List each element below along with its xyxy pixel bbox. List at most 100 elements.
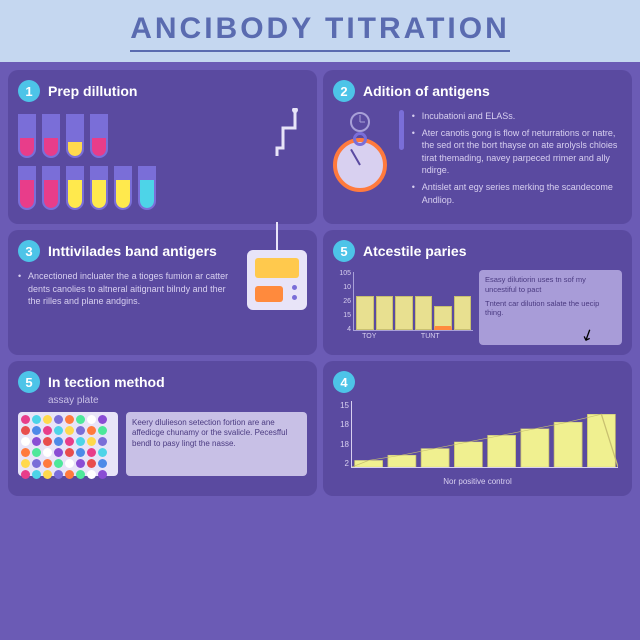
plate-well xyxy=(43,470,52,479)
test-tubes-row2 xyxy=(18,162,307,214)
bullet-item: Incubationi and ELASs. xyxy=(412,110,622,123)
plate-well xyxy=(54,459,63,468)
plate-well xyxy=(65,470,74,479)
chart-bar xyxy=(434,306,452,330)
panel-title: In tection method xyxy=(48,374,165,390)
plate-well xyxy=(21,426,30,435)
plate-well xyxy=(32,415,41,424)
detection-text-box: Keery dlulieson setection fortion are an… xyxy=(126,412,307,476)
panel-title: Adition of antigens xyxy=(363,83,490,99)
plate-well xyxy=(76,448,85,457)
plate-well xyxy=(32,437,41,446)
panel-subtitle: assay plate xyxy=(48,395,307,406)
test-tube xyxy=(90,166,108,210)
plate-well xyxy=(98,415,107,424)
plate-well xyxy=(54,426,63,435)
panel-atcestile-paries: 5 Atcestile paries 1051026154 TOYTUNT Es… xyxy=(323,230,632,355)
plate-well xyxy=(76,470,85,479)
step-badge: 5 xyxy=(333,240,355,262)
plate-well xyxy=(32,448,41,457)
plate-well xyxy=(21,459,30,468)
plate-well xyxy=(21,448,30,457)
plate-well xyxy=(43,448,52,457)
plate-well xyxy=(87,459,96,468)
test-tube xyxy=(42,166,60,210)
plate-well xyxy=(21,470,30,479)
plate-well xyxy=(54,415,63,424)
panel-title: Inttivilades band antigers xyxy=(48,243,217,259)
assay-plate-icon xyxy=(18,412,118,476)
test-tube xyxy=(18,166,36,210)
plate-well xyxy=(87,448,96,457)
panel-curve: 4 1518182 Nor positive control xyxy=(323,361,632,496)
chart-bar xyxy=(454,296,472,330)
plate-well xyxy=(87,415,96,424)
plate-well xyxy=(87,437,96,446)
plate-well xyxy=(43,459,52,468)
step-badge: 3 xyxy=(18,240,40,262)
plate-well xyxy=(76,426,85,435)
bullet-item: Antislet ant egy series merking the scan… xyxy=(412,181,622,206)
test-tube xyxy=(114,166,132,210)
chart-bar xyxy=(395,296,413,330)
header: AnciBody Titration xyxy=(0,0,640,62)
plate-well xyxy=(98,437,107,446)
plate-well xyxy=(21,415,30,424)
plate-well xyxy=(98,470,107,479)
bullet-item: Ancectioned incluater the a tioges fumio… xyxy=(18,270,237,308)
step-badge: 4 xyxy=(333,371,355,393)
chart-bar xyxy=(356,296,374,330)
plate-well xyxy=(76,437,85,446)
reader-device-icon xyxy=(399,110,404,150)
panel-band-antigers: 3 Inttivilades band antigers Ancectioned… xyxy=(8,230,317,355)
step-badge: 2 xyxy=(333,80,355,102)
test-tube xyxy=(42,114,60,158)
plate-well xyxy=(65,448,74,457)
step-badge: 1 xyxy=(18,80,40,102)
chart-bar xyxy=(415,296,433,330)
page-title: AnciBody Titration xyxy=(0,12,640,46)
small-clock-icon xyxy=(350,112,370,132)
chart-bar xyxy=(376,296,394,330)
plate-well xyxy=(98,426,107,435)
response-curve-chart: 1518182 Nor positive control xyxy=(333,401,622,486)
test-tube xyxy=(138,166,156,210)
plate-well xyxy=(21,437,30,446)
plate-well xyxy=(98,459,107,468)
band-bullets: Ancectioned incluater the a tioges fumio… xyxy=(18,270,237,312)
panel-grid: 1 Prep dillution 2 Adition of antigens I… xyxy=(0,62,640,504)
plate-well xyxy=(87,470,96,479)
test-tube xyxy=(66,114,84,158)
analyzer-device-icon xyxy=(247,250,307,310)
plate-well xyxy=(54,470,63,479)
timer-graphic xyxy=(333,110,387,192)
step-badge: 5 xyxy=(18,371,40,393)
panel-detection-method: 5 In tection method assay plate Keery dl… xyxy=(8,361,317,496)
panel-title: Prep dillution xyxy=(48,83,137,99)
pipette-icon xyxy=(265,108,305,158)
plate-well xyxy=(43,415,52,424)
test-tube xyxy=(18,114,36,158)
stopwatch-icon xyxy=(333,138,387,192)
plate-well xyxy=(65,426,74,435)
plate-well xyxy=(32,459,41,468)
panel-prep-dilution: 1 Prep dillution xyxy=(8,70,317,224)
test-tube xyxy=(66,166,84,210)
panel-title: Atcestile paries xyxy=(363,243,467,259)
plate-well xyxy=(54,437,63,446)
plate-well xyxy=(65,437,74,446)
plate-well xyxy=(43,426,52,435)
plate-well xyxy=(87,426,96,435)
chart-annotation: Esasy dilutiorin uses tn sof my uncestif… xyxy=(479,270,622,345)
plate-well xyxy=(32,426,41,435)
plate-well xyxy=(65,459,74,468)
plate-well xyxy=(76,459,85,468)
antigen-bullets: Incubationi and ELASs. Ater canotis gong … xyxy=(412,110,622,210)
plate-well xyxy=(43,437,52,446)
bullet-item: Ater canotis gong is flow of neturration… xyxy=(412,127,622,177)
title-underline xyxy=(130,50,510,52)
plate-well xyxy=(32,470,41,479)
test-tubes-row1 xyxy=(18,110,307,162)
paries-bar-chart: 1051026154 TOYTUNT xyxy=(333,270,473,345)
x-axis-label: Nor positive control xyxy=(333,477,622,486)
